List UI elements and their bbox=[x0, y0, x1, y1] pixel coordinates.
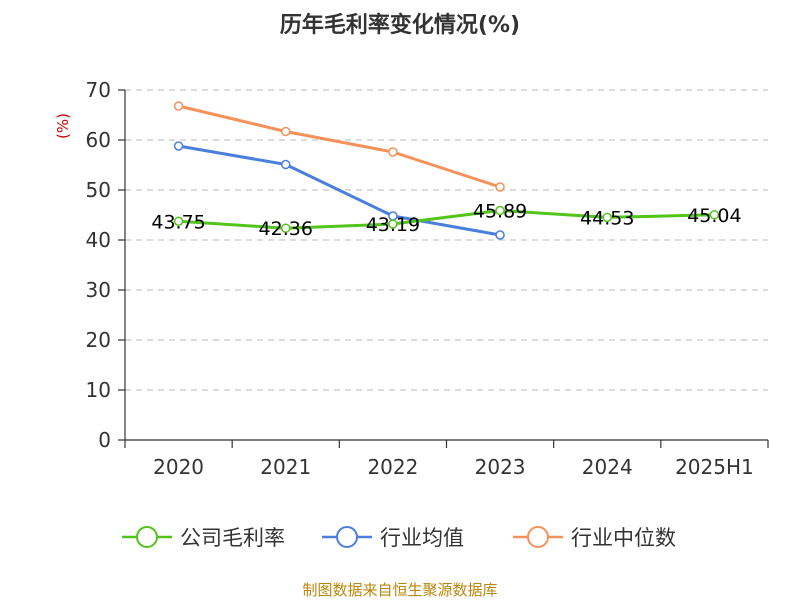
source-note: 制图数据来自恒生聚源数据库 bbox=[302, 581, 497, 599]
data-label: 42.36 bbox=[259, 218, 313, 240]
legend-marker bbox=[136, 526, 158, 548]
data-point bbox=[495, 205, 505, 216]
data-label: 45.89 bbox=[473, 201, 527, 223]
y-tick-label: 20 bbox=[86, 328, 111, 352]
legend-marker bbox=[336, 526, 358, 548]
x-tick-label: 2020 bbox=[153, 455, 204, 479]
legend-marker bbox=[527, 526, 549, 548]
chart-title: 历年毛利率变化情况(%) bbox=[280, 12, 520, 38]
grid-lines bbox=[125, 89, 768, 391]
legend: 公司毛利率 行业均值 行业中位数 bbox=[122, 526, 676, 550]
y-tick-label: 40 bbox=[86, 228, 111, 252]
y-tick-label: 10 bbox=[86, 378, 111, 402]
data-point bbox=[495, 182, 505, 192]
axes: 0 10 20 30 40 50 60 70 2020 2021 2022 2023 2024 2025H… bbox=[86, 78, 769, 479]
y-tick-label: 30 bbox=[86, 278, 111, 302]
data-point bbox=[173, 141, 184, 151]
series-lines bbox=[173, 101, 720, 240]
series-line bbox=[178, 209, 715, 230]
data-point bbox=[602, 212, 612, 223]
y-tick-label: 70 bbox=[86, 78, 111, 102]
legend-label: 行业中位数 bbox=[571, 526, 676, 550]
y-tick-label: 60 bbox=[86, 128, 111, 152]
data-point bbox=[173, 101, 184, 111]
data-point bbox=[388, 147, 398, 157]
data-label: 45.04 bbox=[687, 205, 741, 227]
y-tick-label: 50 bbox=[86, 178, 111, 202]
x-tick-label: 2023 bbox=[475, 455, 526, 479]
series-line bbox=[178, 144, 501, 237]
x-tick-label: 2022 bbox=[367, 455, 418, 479]
x-tick-label: 2024 bbox=[582, 455, 633, 479]
data-label: 43.75 bbox=[151, 211, 205, 233]
data-label: 44.53 bbox=[580, 207, 634, 229]
data-point bbox=[388, 219, 398, 229]
y-tick-label: 0 bbox=[98, 428, 111, 452]
legend-label: 公司毛利率 bbox=[180, 526, 285, 550]
data-point bbox=[281, 223, 291, 233]
legend-label: 行业均值 bbox=[380, 526, 464, 550]
data-point bbox=[709, 210, 720, 220]
data-point bbox=[495, 230, 505, 240]
data-point bbox=[281, 126, 291, 137]
series-line bbox=[178, 104, 501, 189]
data-point bbox=[173, 216, 184, 226]
data-labels: 43.75 42.36 43.19 45.89 44.53 45.04 bbox=[151, 201, 741, 241]
x-tick-label: 2021 bbox=[260, 455, 311, 479]
data-point bbox=[281, 159, 291, 170]
data-label: 43.19 bbox=[366, 214, 420, 236]
x-tick-label: 2025H1 bbox=[675, 455, 754, 479]
y-axis-unit: (%) bbox=[54, 113, 72, 139]
